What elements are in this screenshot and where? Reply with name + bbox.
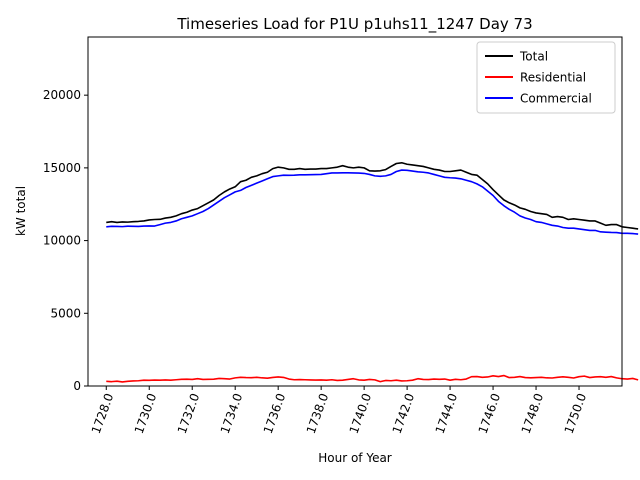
y-tick-label: 10000 bbox=[43, 234, 81, 248]
y-axis-label: kW total bbox=[14, 186, 28, 236]
chart-title: Timeseries Load for P1U p1uhs11_1247 Day… bbox=[176, 15, 532, 34]
legend-label-total: Total bbox=[519, 50, 548, 64]
y-tick-label: 20000 bbox=[43, 88, 81, 102]
legend-box bbox=[476, 41, 616, 114]
series-line-total bbox=[106, 161, 639, 230]
legend-label-commercial: Commercial bbox=[520, 92, 592, 106]
series-line-commercial bbox=[106, 169, 639, 235]
series-line-residential bbox=[106, 374, 639, 383]
y-tick-label: 15000 bbox=[43, 161, 81, 175]
y-tick-label: 5000 bbox=[50, 306, 81, 320]
axes-frame bbox=[87, 36, 623, 387]
x-axis-label: Hour of Year bbox=[318, 451, 392, 465]
plot-area bbox=[106, 161, 639, 383]
y-tick-label: 0 bbox=[73, 379, 81, 393]
legend-label-residential: Residential bbox=[520, 71, 586, 85]
legend: Total Residential Commercial bbox=[476, 41, 616, 114]
